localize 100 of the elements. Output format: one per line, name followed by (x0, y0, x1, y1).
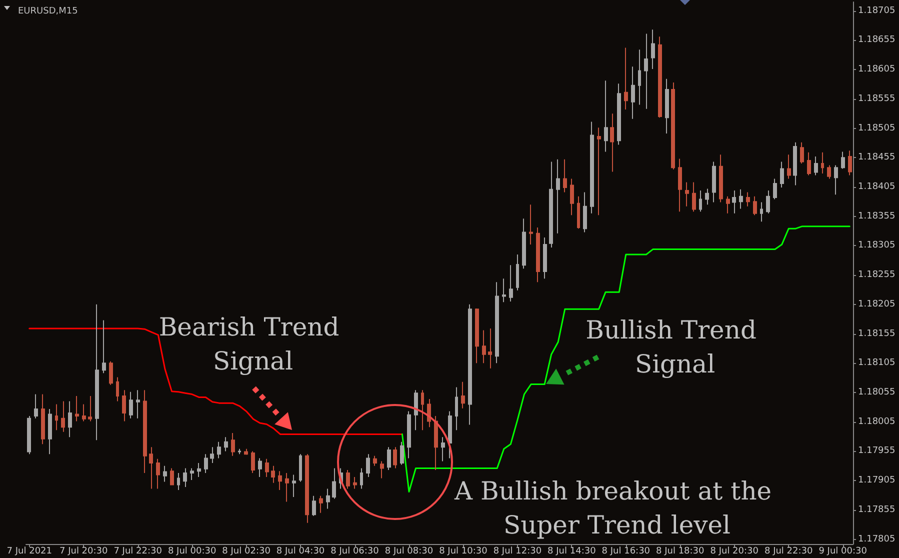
y-tick-label: 1.18055 (858, 388, 896, 398)
annotation: A Bullish breakout at the Super Trend level (453, 476, 780, 540)
candlestick (136, 390, 140, 419)
candlestick (644, 33, 648, 110)
annotation: Bullish Trend Signal (586, 316, 764, 378)
candlestick (685, 182, 689, 207)
candlestick (271, 465, 275, 484)
y-tick-label: 1.17855 (858, 504, 896, 515)
candlestick (597, 127, 601, 216)
x-tick-label: 7 Jul 22:30 (114, 546, 162, 556)
candlestick (766, 190, 770, 214)
candlestick (719, 154, 723, 203)
candlestick (170, 468, 174, 486)
candlestick (278, 470, 282, 490)
y-tick-label: 1.18605 (858, 64, 896, 75)
candlestick (780, 161, 784, 188)
candlestick (407, 410, 411, 459)
candlestick (753, 196, 757, 216)
candlestick (475, 308, 479, 364)
candlestick (82, 404, 86, 422)
candlestick (651, 29, 655, 70)
candlestick (346, 470, 350, 490)
candlestick (638, 49, 641, 106)
candlestick (807, 152, 811, 176)
candlestick (800, 142, 804, 164)
candlestick (224, 436, 228, 452)
candlestick (366, 454, 370, 478)
y-tick-label: 1.18355 (858, 211, 896, 222)
candlestick (414, 390, 418, 431)
y-tick-label: 1.18405 (858, 182, 896, 192)
candlestick (387, 446, 391, 471)
candlestick (393, 446, 397, 469)
candlestick (88, 396, 92, 422)
candlestick (27, 415, 31, 455)
x-tick-label: 8 Jul 04:30 (276, 546, 325, 556)
candlestick (699, 190, 702, 212)
candlestick (197, 462, 201, 478)
candlestick (848, 150, 852, 176)
y-tick-label: 1.18705 (858, 6, 896, 16)
candlestick (692, 182, 696, 212)
candlestick (631, 66, 635, 120)
candlestick (834, 164, 838, 196)
candlestick (665, 78, 669, 134)
y-tick-label: 1.18205 (858, 299, 896, 310)
candlestick (353, 476, 357, 490)
candlestick (760, 202, 763, 222)
candlestick (502, 278, 506, 303)
candlestick (455, 386, 458, 431)
candlestick (380, 460, 384, 479)
x-tick-label: 9 Jul 00:30 (818, 546, 868, 556)
candlestick (312, 495, 316, 516)
candlestick (509, 264, 513, 302)
x-tick-label: 8 Jul 18:30 (656, 546, 705, 556)
annotation: Bearish Trend Signal (158, 312, 348, 376)
candlestick (292, 474, 296, 498)
x-tick-label: 8 Jul 12:30 (493, 546, 542, 556)
candlestick (122, 390, 126, 422)
candlestick (305, 454, 309, 524)
candlestick (678, 158, 682, 212)
x-tick-label: 8 Jul 10:30 (439, 546, 488, 556)
candlestick (326, 488, 330, 510)
text: EURUSD,M15 (18, 6, 78, 16)
candlestick (536, 226, 540, 283)
y-tick-label: 1.18005 (858, 416, 896, 427)
y-tick-label: 1.17805 (858, 534, 896, 544)
y-tick-label: 1.17955 (858, 446, 896, 456)
candlestick (482, 330, 486, 364)
candlestick (841, 151, 845, 170)
x-tick-label: 8 Jul 22:30 (764, 546, 813, 556)
candlestick (556, 158, 560, 234)
candlestick (163, 465, 167, 482)
candlestick (299, 454, 302, 482)
candlestick (658, 36, 662, 118)
candlestick (285, 472, 289, 502)
candlestick (156, 458, 160, 490)
candlestick (468, 304, 472, 426)
candlestick (773, 178, 777, 200)
candlestick (332, 468, 336, 500)
y-tick-label: 1.18305 (858, 240, 896, 251)
candlestick (495, 282, 499, 364)
candlestick (590, 121, 594, 214)
y-tick-label: 1.18255 (858, 270, 896, 280)
candlestick (360, 468, 363, 490)
candlestick (732, 190, 736, 214)
candlestick (814, 156, 818, 176)
candlestick (204, 454, 208, 474)
candlestick (48, 408, 52, 455)
candlestick (265, 458, 269, 478)
candlestick (516, 254, 519, 291)
candlestick (116, 376, 119, 402)
candlestick (570, 178, 574, 216)
candlestick (448, 410, 452, 459)
candlestick (549, 161, 553, 248)
candlestick (787, 154, 791, 180)
candlestick (577, 196, 580, 230)
candlestick (671, 82, 675, 170)
candlestick (726, 196, 730, 214)
candlestick (34, 394, 38, 419)
candlestick (400, 441, 404, 466)
candlestick (319, 495, 323, 514)
